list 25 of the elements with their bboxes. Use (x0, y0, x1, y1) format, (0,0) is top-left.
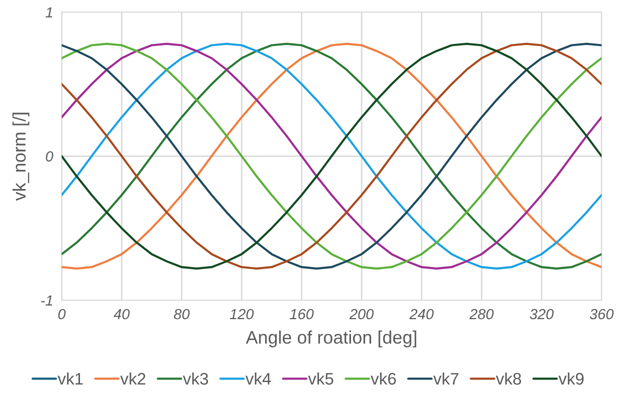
legend-label: vk9 (558, 372, 584, 385)
x-tick-label: 160 (290, 308, 314, 320)
y-tick-label: 1 (46, 7, 52, 18)
legend-label: vk7 (433, 372, 458, 385)
y-axis-title: vk_norm [/] (12, 112, 30, 201)
legend-label: vk2 (120, 372, 146, 385)
x-tick-label: 80 (174, 308, 190, 320)
x-tick-label: 240 (409, 308, 434, 320)
x-tick-label: 120 (230, 308, 254, 320)
x-tick-label: 320 (530, 308, 554, 320)
y-tick-label: -1 (41, 295, 52, 306)
legend-label: vk4 (245, 372, 271, 385)
line-series (62, 42, 602, 270)
x-tick-label: 0 (58, 308, 66, 320)
legend-label: vk8 (496, 372, 522, 385)
x-tick-label: 200 (349, 308, 374, 320)
legend-label: vk5 (308, 372, 334, 385)
legend-label: vk6 (370, 372, 396, 385)
x-tick-label: 40 (114, 308, 130, 320)
x-axis-title: Angle of roation [deg] (246, 330, 416, 348)
y-tick-label: 0 (46, 151, 54, 162)
legend-label: vk1 (58, 372, 83, 385)
legend-label: vk3 (182, 372, 208, 385)
x-tick-label: 280 (469, 308, 494, 320)
x-tick-label: 360 (590, 308, 614, 320)
